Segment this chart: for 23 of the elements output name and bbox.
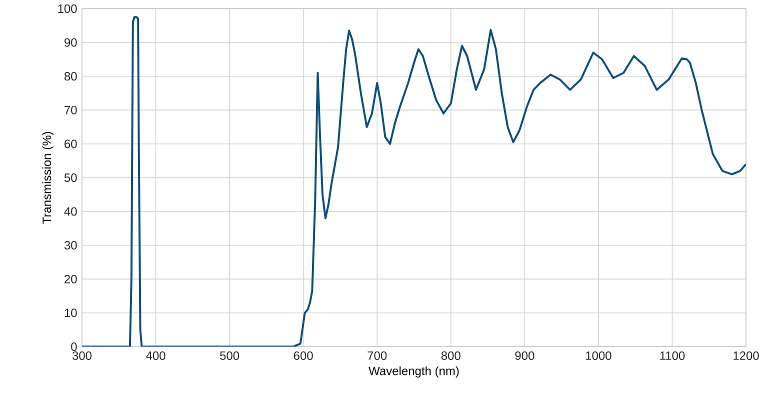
x-tick-label: 1200 bbox=[734, 352, 759, 360]
y-tick-label: 90 bbox=[64, 38, 77, 47]
x-tick-label: 1000 bbox=[586, 352, 612, 360]
x-tick-label: 400 bbox=[146, 352, 166, 360]
y-tick-label: 20 bbox=[64, 274, 77, 284]
x-tick-label: 1100 bbox=[660, 352, 685, 360]
x-tick-label: 600 bbox=[294, 352, 313, 360]
y-tick-label: 60 bbox=[64, 140, 77, 148]
y-tick-label: 50 bbox=[64, 174, 77, 182]
y-tick-label: 100 bbox=[58, 4, 77, 14]
y-tick-label: 10 bbox=[64, 308, 77, 318]
y-tick-label: 0 bbox=[71, 342, 77, 352]
x-axis-title: Wavelength (nm) bbox=[368, 366, 459, 378]
x-tick-label: 700 bbox=[368, 352, 387, 360]
y-tick-label: 80 bbox=[64, 72, 77, 81]
y-tick-label: 30 bbox=[64, 241, 77, 250]
x-tick-label: 800 bbox=[441, 352, 460, 360]
x-tick-label: 300 bbox=[72, 352, 92, 360]
x-tick-label: 900 bbox=[515, 352, 534, 360]
x-tick-label: 500 bbox=[220, 352, 240, 360]
y-tick-label: 70 bbox=[64, 106, 77, 114]
y-tick-label: 40 bbox=[64, 207, 77, 216]
y-axis-title: Transmission (%) bbox=[42, 132, 54, 224]
